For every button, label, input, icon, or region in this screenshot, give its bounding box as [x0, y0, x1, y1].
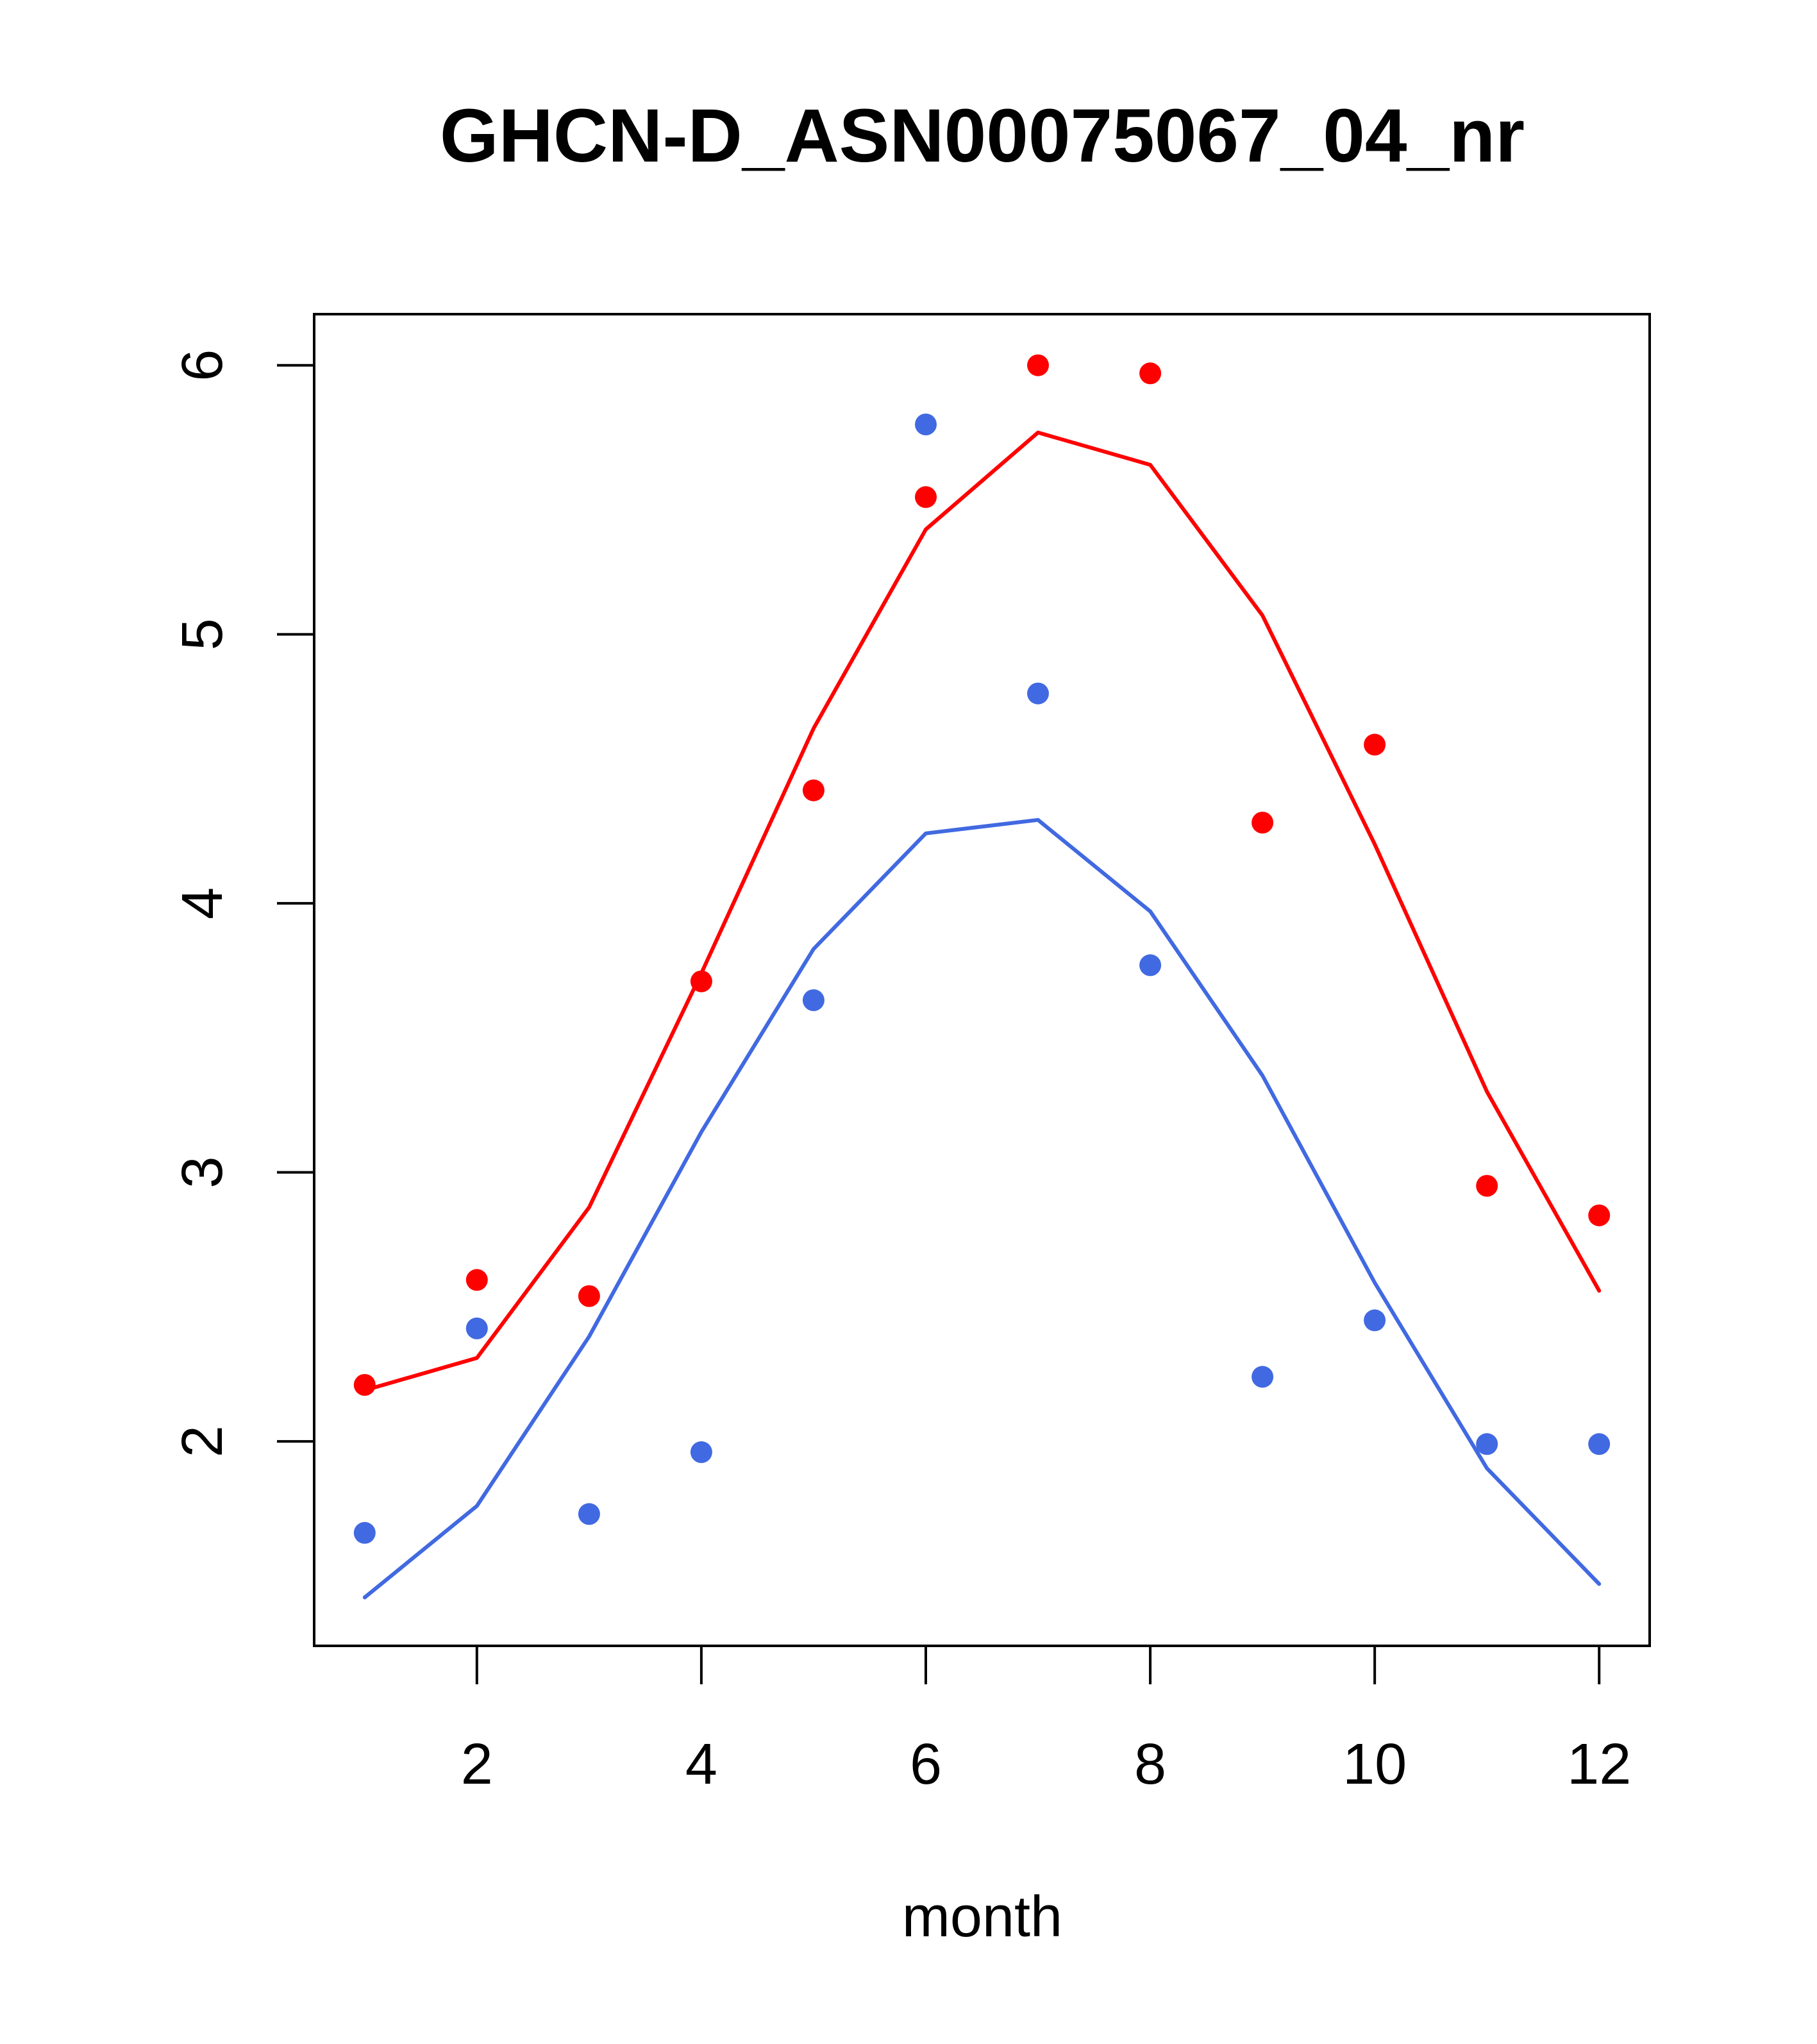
x-tick-label: 12 — [1567, 1732, 1631, 1797]
series-2-point — [1588, 1433, 1611, 1455]
series-2-point — [802, 989, 825, 1011]
series-2-line — [362, 817, 1602, 1600]
x-tick-label: 10 — [1343, 1732, 1407, 1797]
series-1-point — [802, 779, 825, 801]
series-2-point — [915, 414, 937, 435]
series-2-point — [690, 1441, 712, 1463]
series-1-point — [1588, 1204, 1611, 1227]
chart-title: GHCN-D_ASN00075067_04_nr — [440, 94, 1525, 178]
series-2-point — [1252, 1366, 1274, 1388]
x-axis-label: month — [902, 1885, 1062, 1949]
series-2-point — [353, 1521, 376, 1544]
series-1-point — [915, 486, 937, 508]
y-tick-label: 3 — [171, 1156, 235, 1188]
x-tick-label: 6 — [910, 1732, 942, 1797]
series-2-point — [1139, 954, 1162, 976]
x-tick-label: 2 — [461, 1732, 493, 1797]
axes: 2 4 6 8 10 12 2 3 4 5 6 — [171, 349, 1631, 1797]
series-1-point — [578, 1285, 600, 1307]
series-1-point — [1139, 362, 1162, 385]
series-1-point — [1364, 733, 1386, 756]
y-tick-label: 4 — [171, 887, 235, 919]
y-tick-label: 5 — [171, 618, 235, 650]
series-2-point — [465, 1317, 488, 1339]
plot-frame — [313, 313, 1651, 1647]
series-1-point — [1476, 1175, 1498, 1197]
y-tick-label: 6 — [171, 349, 235, 381]
x-tick-label: 4 — [685, 1732, 717, 1797]
plot-area — [353, 354, 1611, 1600]
series-1-line — [362, 430, 1602, 1393]
series-2-point — [578, 1503, 600, 1525]
series-1-point — [690, 970, 712, 993]
y-tick-label: 2 — [171, 1425, 235, 1457]
series-2-point — [1476, 1433, 1498, 1455]
series-1-point — [1252, 812, 1274, 834]
series-1-point — [1027, 354, 1049, 376]
series-2-point — [1027, 682, 1049, 705]
series-2-point — [1364, 1309, 1386, 1332]
series-1-point — [465, 1269, 488, 1291]
series-1-point — [353, 1374, 376, 1396]
x-tick-label: 8 — [1134, 1732, 1166, 1797]
